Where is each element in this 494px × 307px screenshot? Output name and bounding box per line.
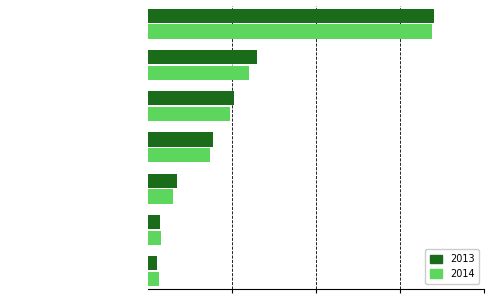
Legend: 2013, 2014: 2013, 2014 — [425, 249, 479, 284]
Bar — [148, 189, 172, 204]
Bar — [148, 50, 257, 64]
Bar — [148, 132, 213, 147]
Bar — [148, 173, 177, 188]
Bar — [148, 66, 249, 80]
Bar — [148, 256, 158, 270]
Bar — [148, 272, 159, 286]
Bar — [148, 91, 234, 105]
Bar — [148, 231, 161, 245]
Bar — [148, 107, 230, 121]
Bar — [148, 148, 210, 162]
Bar — [148, 9, 434, 23]
Bar — [148, 215, 160, 229]
Bar — [148, 25, 432, 39]
